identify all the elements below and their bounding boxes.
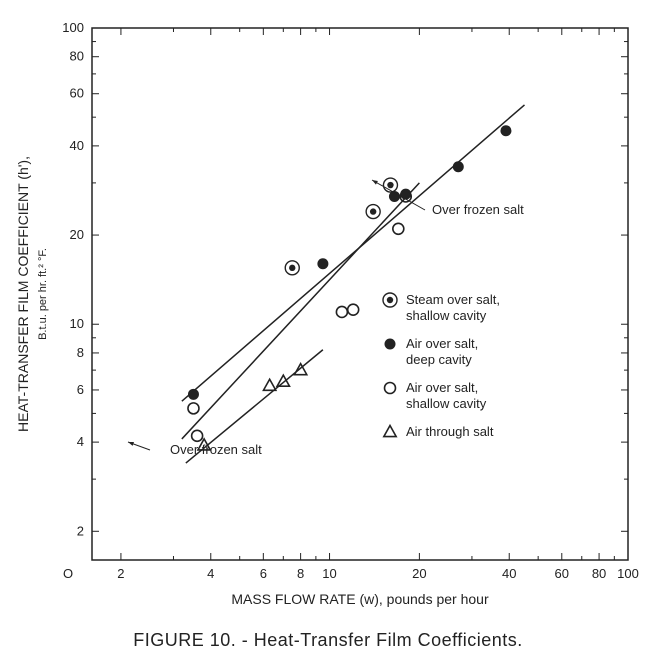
svg-text:100: 100: [62, 20, 84, 35]
svg-text:4: 4: [77, 434, 84, 449]
svg-text:40: 40: [70, 138, 84, 153]
svg-text:60: 60: [70, 86, 84, 101]
svg-text:shallow cavity: shallow cavity: [406, 308, 487, 323]
svg-text:2: 2: [77, 523, 84, 538]
svg-text:Air over salt,: Air over salt,: [406, 380, 478, 395]
svg-text:6: 6: [260, 566, 267, 581]
svg-text:B.t.u. per hr. ft.² °F.: B.t.u. per hr. ft.² °F.: [37, 248, 49, 340]
svg-text:80: 80: [70, 49, 84, 64]
svg-text:HEAT-TRANSFER FILM COEFFICIENT: HEAT-TRANSFER FILM COEFFICIENT (h'),: [15, 156, 31, 432]
svg-text:4: 4: [207, 566, 214, 581]
svg-text:Over frozen salt: Over frozen salt: [170, 442, 262, 457]
svg-text:20: 20: [70, 227, 84, 242]
svg-text:40: 40: [502, 566, 516, 581]
svg-text:100: 100: [617, 566, 639, 581]
svg-text:Air over salt,: Air over salt,: [406, 336, 478, 351]
svg-text:2: 2: [117, 566, 124, 581]
svg-text:8: 8: [297, 566, 304, 581]
svg-text:10: 10: [322, 566, 336, 581]
svg-text:shallow cavity: shallow cavity: [406, 396, 487, 411]
svg-text:10: 10: [70, 316, 84, 331]
svg-text:Steam over salt,: Steam over salt,: [406, 292, 500, 307]
svg-text:20: 20: [412, 566, 426, 581]
svg-text:Over frozen salt: Over frozen salt: [432, 202, 524, 217]
svg-text:Air through salt: Air through salt: [406, 424, 494, 439]
svg-text:6: 6: [77, 382, 84, 397]
figure-caption: FIGURE 10. - Heat-Transfer Film Coeffici…: [0, 630, 656, 651]
svg-text:MASS FLOW RATE (w), pounds per: MASS FLOW RATE (w), pounds per hour: [231, 591, 489, 607]
svg-text:deep cavity: deep cavity: [406, 352, 472, 367]
chart-svg: 2 4 6 8 10 20 40 60 80 100 O 2 4 6 8 10 20 40 60 80 100 MASS …: [0, 0, 656, 620]
svg-text:8: 8: [77, 345, 84, 360]
svg-text:O: O: [63, 566, 73, 581]
figure-container: 2 4 6 8 10 20 40 60 80 100 O 2 4 6 8 10 20 40 60 80 100 MASS …: [0, 0, 656, 665]
svg-text:60: 60: [555, 566, 569, 581]
svg-text:80: 80: [592, 566, 606, 581]
